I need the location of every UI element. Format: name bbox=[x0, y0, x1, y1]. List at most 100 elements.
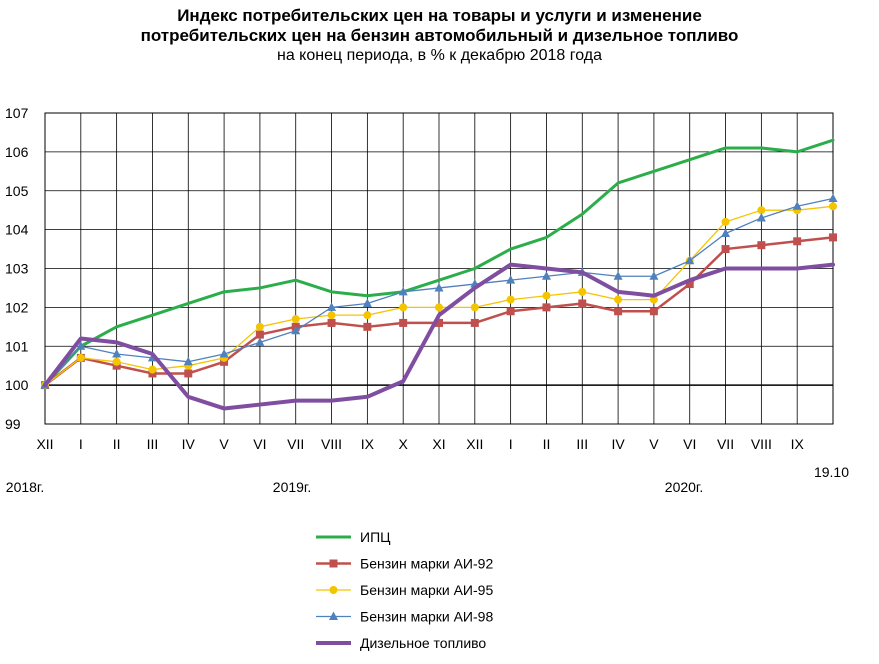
data-point bbox=[506, 275, 516, 284]
y-tick-label: 106 bbox=[5, 144, 29, 160]
y-tick-label: 101 bbox=[5, 338, 29, 354]
data-point bbox=[183, 356, 193, 366]
x-tick-label: VI bbox=[683, 436, 696, 452]
data-point bbox=[399, 318, 408, 327]
legend-label: Бензин марки АИ-98 bbox=[360, 609, 493, 625]
x-tick-label: I bbox=[79, 436, 83, 452]
legend-label: Дизельное топливо bbox=[360, 635, 486, 651]
data-point bbox=[291, 325, 301, 335]
x-tick-label: XI bbox=[432, 436, 445, 452]
x-axis-tick-labels: XII I II III IV V VI VII VIII IX X XI XII I II III IV V VI… bbox=[36, 436, 849, 480]
x-tick-label: IX bbox=[361, 436, 375, 452]
data-point bbox=[614, 307, 623, 316]
legend: ИПЦ Бензин марки АИ-92 Бензин марки АИ-95 Б… bbox=[316, 529, 493, 651]
data-point bbox=[685, 255, 695, 265]
x-tick-label: V bbox=[649, 436, 659, 452]
legend-label: Бензин марки АИ-95 bbox=[360, 582, 493, 598]
y-tick-label: 100 bbox=[5, 377, 29, 393]
x-tick-label: VIII bbox=[321, 436, 342, 452]
series-5 bbox=[43, 262, 835, 411]
data-point bbox=[578, 287, 587, 296]
data-point bbox=[470, 318, 479, 327]
data-point bbox=[112, 357, 121, 366]
x-tick-label: III bbox=[147, 436, 159, 452]
y-tick-label: 104 bbox=[5, 222, 29, 238]
data-point bbox=[649, 307, 658, 316]
data-point bbox=[613, 271, 623, 280]
year-label: 2018г. bbox=[6, 479, 44, 495]
y-tick-label: 105 bbox=[5, 183, 29, 199]
series-1 bbox=[43, 138, 835, 387]
data-point bbox=[148, 365, 157, 374]
data-point bbox=[434, 282, 444, 292]
data-point bbox=[721, 228, 731, 238]
data-point bbox=[793, 237, 802, 246]
data-point bbox=[398, 286, 408, 296]
chart-subtitle: на конец периода, в % к декабрю 2018 год… bbox=[276, 47, 603, 64]
data-point bbox=[435, 318, 443, 327]
data-point bbox=[829, 202, 837, 211]
data-point bbox=[721, 217, 730, 226]
data-point bbox=[506, 295, 515, 304]
legend-label: ИПЦ bbox=[360, 529, 391, 545]
chart-title-block: Индекс потребительских цен на товары и у… bbox=[0, 6, 879, 66]
data-point bbox=[757, 241, 766, 250]
data-point bbox=[542, 303, 551, 312]
grid-lines bbox=[44, 112, 834, 425]
series-4 bbox=[40, 193, 838, 389]
y-tick-label: 99 bbox=[5, 416, 21, 432]
y-axis-tick-labels: 99 100 101 102 103 104 105 106 107 bbox=[5, 105, 29, 432]
data-point bbox=[506, 307, 515, 316]
data-point bbox=[329, 611, 338, 620]
x-tick-label: IV bbox=[611, 436, 625, 452]
x-tick-label: VI bbox=[253, 436, 266, 452]
data-point bbox=[362, 298, 372, 307]
data-point bbox=[685, 280, 694, 289]
x-tick-label: V bbox=[219, 436, 229, 452]
data-point bbox=[184, 369, 193, 378]
x-tick-label: II bbox=[113, 436, 121, 452]
y-tick-label: 102 bbox=[5, 299, 29, 315]
data-point bbox=[399, 303, 408, 312]
x-tick-label: VIII bbox=[751, 436, 772, 452]
data-point bbox=[721, 245, 730, 254]
data-point bbox=[327, 318, 336, 327]
data-point bbox=[435, 303, 443, 312]
data-point bbox=[329, 559, 338, 568]
data-point bbox=[792, 201, 802, 210]
data-point bbox=[470, 303, 479, 312]
x-tick-label: XII bbox=[466, 436, 483, 452]
x-tick-label: III bbox=[576, 436, 588, 452]
year-label: 2020г. bbox=[665, 479, 703, 495]
x-tick-label: 19.10 bbox=[814, 464, 849, 480]
chart-title-line-2: потребительских цен на бензин автомобиль… bbox=[140, 26, 739, 45]
data-point bbox=[649, 271, 659, 280]
data-point bbox=[829, 233, 837, 242]
x-tick-label: I bbox=[509, 436, 513, 452]
series-layer bbox=[40, 138, 838, 411]
data-point bbox=[255, 330, 264, 339]
data-point bbox=[363, 311, 372, 320]
year-labels: 2018г. 2019г. 2020г. bbox=[6, 479, 703, 495]
data-point bbox=[329, 586, 338, 594]
x-tick-label: X bbox=[399, 436, 409, 452]
legend-item: Дизельное топливо bbox=[316, 635, 486, 651]
data-point bbox=[541, 271, 551, 280]
data-point bbox=[255, 322, 264, 331]
data-point bbox=[76, 341, 86, 350]
legend-item: ИПЦ bbox=[316, 529, 391, 545]
data-point bbox=[828, 193, 838, 203]
data-point bbox=[327, 302, 337, 311]
data-point bbox=[649, 295, 658, 304]
y-tick-label: 103 bbox=[5, 261, 29, 277]
data-point bbox=[112, 349, 122, 358]
y-tick-label: 107 bbox=[5, 105, 29, 121]
data-point bbox=[363, 322, 372, 331]
legend-item: Бензин марки АИ-95 bbox=[316, 582, 493, 598]
x-tick-label: XII bbox=[36, 436, 53, 452]
x-tick-label: IX bbox=[791, 436, 805, 452]
data-point bbox=[614, 295, 623, 304]
legend-label: Бензин марки АИ-92 bbox=[360, 556, 493, 572]
data-point bbox=[578, 299, 587, 308]
